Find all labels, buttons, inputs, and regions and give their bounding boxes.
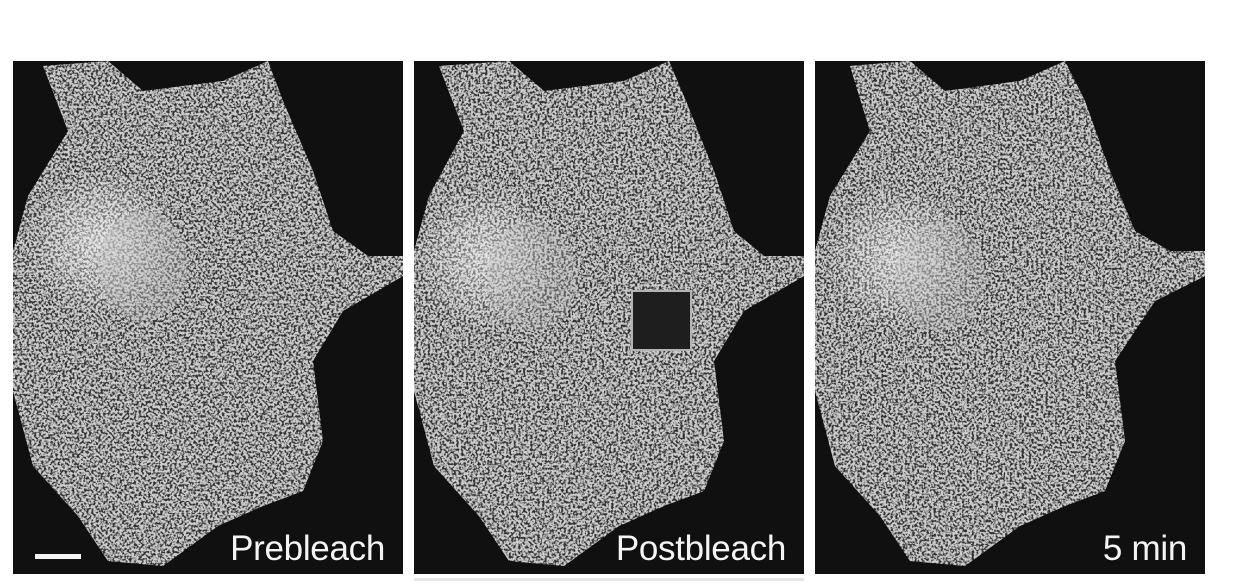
cell-micrograph [414, 61, 804, 574]
panel-label-postbleach: Postbleach [615, 529, 786, 568]
recovery-panel: 5 min [815, 61, 1205, 574]
panel-bottom-edge [414, 578, 804, 581]
panel-label-prebleach: Prebleach [230, 529, 385, 568]
panel-label-5-min: 5 min [1102, 529, 1187, 568]
cell-micrograph [13, 61, 403, 574]
postbleach-panel: Postbleach [414, 61, 804, 574]
prebleach-panel: Prebleach [13, 61, 403, 574]
bleached-region-box [631, 290, 692, 351]
recovered-region-box [1031, 287, 1095, 349]
cell-micrograph [815, 61, 1205, 574]
scale-bar [35, 554, 81, 559]
